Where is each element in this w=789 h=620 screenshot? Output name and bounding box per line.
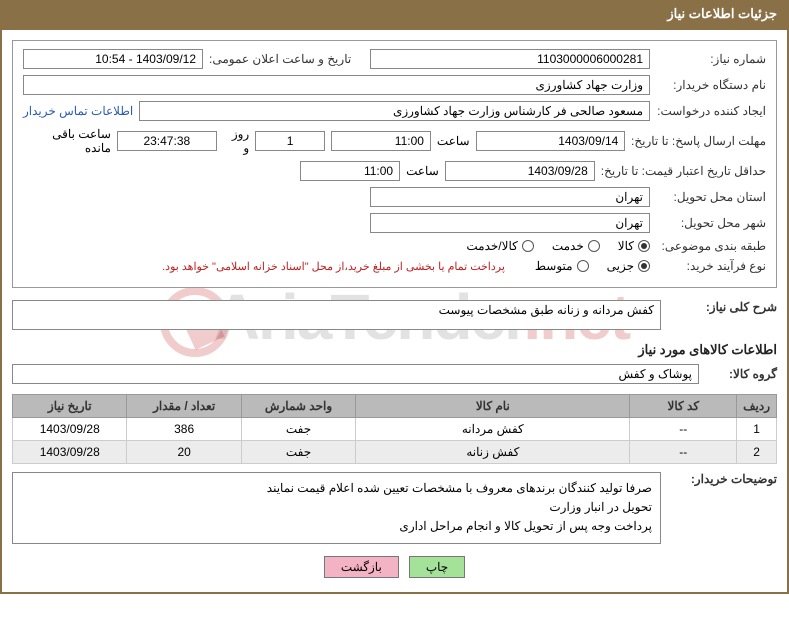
radio-motevaset[interactable]: متوسط (535, 259, 589, 273)
validity-time-label: ساعت (406, 164, 439, 178)
radio-icon (522, 240, 534, 252)
radio-icon (638, 260, 650, 272)
table-header: ردیف (737, 395, 777, 418)
announce-datetime-value: 1403/09/12 - 10:54 (23, 49, 203, 69)
city-label: شهر محل تحویل: (656, 216, 766, 230)
panel-title: جزئیات اطلاعات نیاز (0, 0, 789, 28)
table-cell: 386 (127, 418, 241, 441)
overall-value: کفش مردانه و زنانه طبق مشخصات پیوست (12, 300, 661, 330)
requester-value: مسعود صالحی فر کارشناس وزارت جهاد کشاورز… (139, 101, 650, 121)
deadline-label: مهلت ارسال پاسخ: تا تاریخ: (631, 134, 766, 148)
buyer-note-line: تحویل در انبار وزارت (21, 498, 652, 517)
overall-label: شرح کلی نیاز: (667, 300, 777, 314)
table-cell: 1 (737, 418, 777, 441)
radio-motevaset-label: متوسط (535, 259, 573, 273)
deadline-time-value: 11:00 (331, 131, 431, 151)
requester-label: ایجاد کننده درخواست: (656, 104, 766, 118)
table-row: 1--کفش مردانهجفت3861403/09/28 (13, 418, 777, 441)
buyer-notes-label: توضیحات خریدار: (667, 472, 777, 486)
days-count-value: 1 (255, 131, 325, 151)
table-row: 2--کفش زنانهجفت201403/09/28 (13, 441, 777, 464)
province-value: تهران (370, 187, 650, 207)
table-cell: 1403/09/28 (13, 418, 127, 441)
table-cell: -- (630, 418, 737, 441)
validity-label: حداقل تاریخ اعتبار قیمت: تا تاریخ: (601, 164, 766, 178)
table-header: تاریخ نیاز (13, 395, 127, 418)
table-cell: 1403/09/28 (13, 441, 127, 464)
group-label: گروه کالا: (707, 367, 777, 381)
payment-note: پرداخت تمام یا بخشی از مبلغ خرید،از محل … (162, 260, 505, 273)
buyer-org-label: نام دستگاه خریدار: (656, 78, 766, 92)
radio-khedmat-label: خدمت (552, 239, 584, 253)
table-cell: جفت (241, 418, 355, 441)
table-header: واحد شمارش (241, 395, 355, 418)
need-number-value: 1103000006000281 (370, 49, 650, 69)
validity-date-value: 1403/09/28 (445, 161, 595, 181)
buyer-note-line: صرفا تولید کنندگان برندهای معروف با مشخص… (21, 479, 652, 498)
countdown-value: 23:47:38 (117, 131, 217, 151)
radio-icon (588, 240, 600, 252)
table-header: نام کالا (356, 395, 630, 418)
radio-kala[interactable]: کالا (618, 239, 650, 253)
table-cell: کفش زنانه (356, 441, 630, 464)
province-label: استان محل تحویل: (656, 190, 766, 204)
table-cell: -- (630, 441, 737, 464)
city-value: تهران (370, 213, 650, 233)
table-header: تعداد / مقدار (127, 395, 241, 418)
back-button[interactable]: بازگشت (324, 556, 399, 578)
days-and-label: روز و (223, 127, 249, 155)
table-cell: 2 (737, 441, 777, 464)
radio-kala-label: کالا (618, 239, 634, 253)
table-cell: جفت (241, 441, 355, 464)
goods-table: ردیفکد کالانام کالاواحد شمارشتعداد / مقد… (12, 394, 777, 464)
print-button[interactable]: چاپ (409, 556, 465, 578)
radio-jozei-label: جزیی (607, 259, 634, 273)
table-cell: 20 (127, 441, 241, 464)
group-value: پوشاک و کفش (12, 364, 699, 384)
radio-kala-khedmat[interactable]: کالا/خدمت (466, 239, 533, 253)
table-header: کد کالا (630, 395, 737, 418)
radio-icon (638, 240, 650, 252)
goods-section-title: اطلاعات کالاهای مورد نیاز (12, 342, 777, 358)
deadline-date-value: 1403/09/14 (476, 131, 626, 151)
table-cell: کفش مردانه (356, 418, 630, 441)
deadline-time-label: ساعت (437, 134, 470, 148)
radio-khedmat[interactable]: خدمت (552, 239, 600, 253)
buyer-notes-value: صرفا تولید کنندگان برندهای معروف با مشخص… (12, 472, 661, 544)
buyer-note-line: پرداخت وجه پس از تحویل کالا و انجام مراح… (21, 517, 652, 536)
buyer-org-value: وزارت جهاد کشاورزی (23, 75, 650, 95)
radio-jozei[interactable]: جزیی (607, 259, 650, 273)
purchase-type-label: نوع فرآیند خرید: (656, 259, 766, 273)
radio-kala-khedmat-label: کالا/خدمت (466, 239, 517, 253)
radio-icon (577, 260, 589, 272)
category-label: طبقه بندی موضوعی: (656, 239, 766, 253)
validity-time-value: 11:00 (300, 161, 400, 181)
announce-datetime-label: تاریخ و ساعت اعلان عمومی: (209, 52, 351, 66)
remaining-label: ساعت باقی مانده (23, 127, 111, 155)
buyer-contact-link[interactable]: اطلاعات تماس خریدار (23, 104, 133, 118)
need-number-label: شماره نیاز: (656, 52, 766, 66)
